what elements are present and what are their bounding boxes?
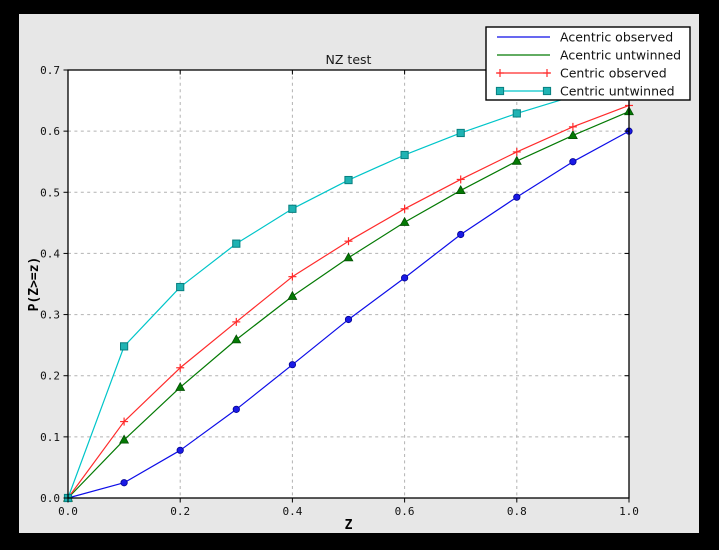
y-tick-label: 0.7: [40, 64, 60, 77]
x-tick-label: 0.0: [58, 505, 78, 518]
series-layer: [63, 76, 634, 503]
series-acentric-untwinned-marker-triangle: [455, 185, 466, 195]
legend-centric-observed-label: Centric observed: [560, 66, 667, 81]
legend-acentric-observed-label: Acentric observed: [560, 30, 673, 45]
x-tick-label: 0.6: [395, 505, 415, 518]
series-acentric-untwinned-marker-triangle: [567, 129, 578, 140]
legend-acentric-untwinned-label: Acentric untwinned: [560, 48, 681, 63]
series-centric-untwinned-marker-square: [120, 342, 129, 351]
series-centric-untwinned-marker-square: [288, 204, 297, 213]
plot-area: [68, 70, 629, 498]
series-acentric-untwinned-marker-triangle: [343, 252, 354, 262]
series-centric-untwinned-marker-square: [400, 150, 409, 160]
series-centric-untwinned-marker-square: [512, 109, 521, 118]
series-acentric-observed-marker-circle: [176, 446, 184, 454]
y-tick-label: 0.6: [40, 125, 60, 138]
x-tick-label: 0.2: [170, 505, 190, 518]
legend-centric-untwinned-marker-square: [495, 86, 505, 96]
legend-box: [485, 26, 691, 101]
y-tick-label: 0.1: [40, 431, 60, 444]
series-centric-untwinned-marker-square: [232, 239, 241, 248]
series-acentric-untwinned-marker-triangle: [511, 155, 522, 165]
y-tick-label: 0.2: [40, 370, 60, 383]
series-centric-untwinned-marker-square: [344, 175, 353, 185]
series-acentric-untwinned-marker-triangle: [399, 216, 410, 226]
x-tick-label: 0.4: [282, 505, 302, 518]
legend-centric-untwinned-marker-square: [542, 86, 552, 96]
y-tick-label: 0.0: [40, 492, 60, 505]
chart-title: NZ test: [326, 52, 372, 67]
legend-centric-untwinned-label: Centric untwinned: [560, 84, 675, 99]
tick-label-layer: 0.0 0.2 0.4 0.6 0.8 1.0 0.0 0.1 0.2 0.3 0.4 0.5 0.6 0…: [40, 64, 639, 518]
legend: Acentric observed Acentric untwinned Centr…: [485, 26, 691, 101]
y-tick-label: 0.5: [40, 186, 60, 199]
series-acentric-observed-marker-circle: [232, 405, 240, 413]
series-acentric-untwinned-marker-triangle: [119, 434, 130, 444]
x-tick-label: 1.0: [619, 505, 639, 518]
x-tick-label: 0.8: [507, 505, 527, 518]
series-acentric-untwinned-marker-triangle: [287, 290, 298, 300]
series-acentric-observed-marker-circle: [569, 158, 577, 166]
series-acentric-untwinned-marker-triangle: [175, 381, 186, 391]
y-tick-label: 0.4: [40, 247, 60, 260]
series-acentric-observed-marker-circle: [120, 479, 128, 487]
axes-border: [67, 69, 630, 499]
x-axis-label: Z: [345, 518, 353, 533]
y-axis-label: P(Z>=z): [27, 257, 42, 312]
series-acentric-observed-marker-circle: [513, 193, 521, 201]
series-acentric-untwinned-marker-triangle: [231, 334, 242, 344]
series-acentric-observed-marker-circle: [344, 315, 353, 324]
axes-frame: [67, 69, 630, 499]
y-tick-label: 0.3: [40, 309, 60, 322]
series-acentric-observed-marker-circle: [288, 361, 296, 369]
series-acentric-observed-marker-circle: [400, 274, 409, 282]
series-acentric-observed-marker-circle: [457, 230, 465, 239]
series-centric-untwinned-marker-square: [456, 128, 465, 138]
series-centric-untwinned-marker-square: [176, 282, 185, 292]
